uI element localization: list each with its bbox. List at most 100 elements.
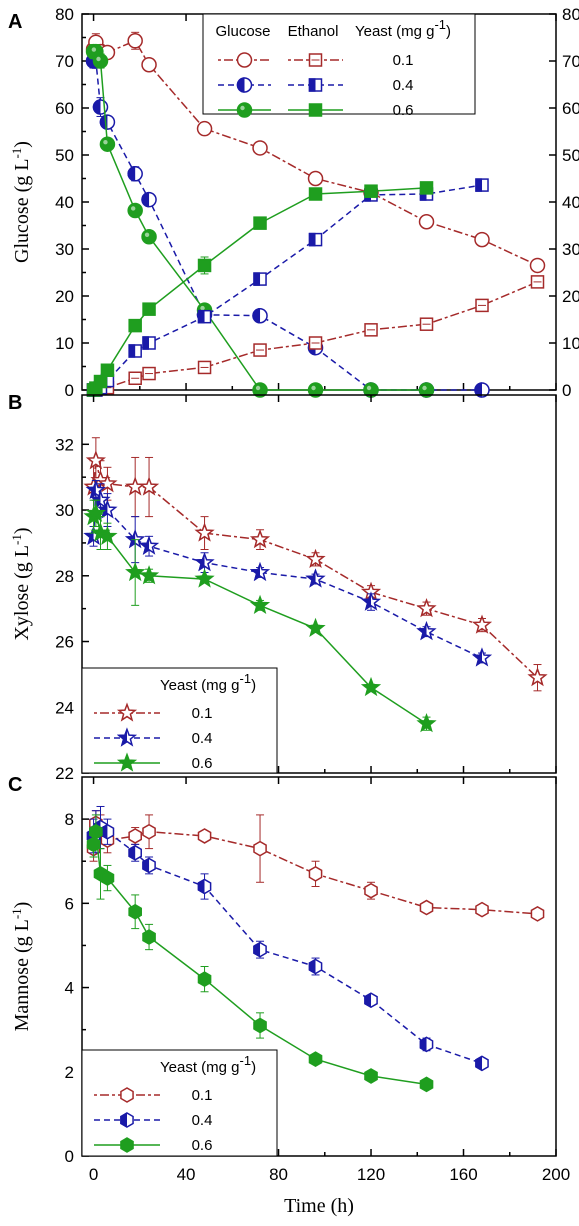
legend-marker <box>308 53 323 67</box>
series-ethanol_0.4 <box>86 178 489 397</box>
data-point <box>418 213 435 230</box>
data-point <box>419 1076 434 1093</box>
data-point <box>142 366 156 381</box>
legend-marker <box>308 103 323 117</box>
data-point <box>99 136 116 152</box>
data-point <box>308 865 323 882</box>
data-point <box>364 882 378 899</box>
y-tick-label-right: 0 <box>562 381 571 400</box>
legend-header: Yeast (mg g-1) <box>160 1053 256 1076</box>
y-axis-label: Xylose (g L-1) <box>9 527 33 640</box>
data-point <box>475 298 489 313</box>
panel-label: B <box>8 392 22 414</box>
data-point <box>85 479 106 499</box>
legend-label: 0.6 <box>393 102 414 119</box>
data-point <box>530 275 545 289</box>
x-tick-label: 160 <box>449 1165 477 1184</box>
series-line <box>93 281 538 391</box>
y-tick-label: 28 <box>55 567 74 586</box>
data-point <box>138 476 160 496</box>
legend-label: 0.4 <box>393 77 414 94</box>
data-point <box>364 184 378 198</box>
data-point <box>93 374 108 389</box>
data-point <box>100 823 115 840</box>
legend-marker <box>120 1137 134 1153</box>
legend-label: 0.4 <box>192 730 213 747</box>
legend-marker <box>120 1087 134 1103</box>
y-tick-label: 0 <box>65 1147 74 1166</box>
data-point <box>252 382 268 398</box>
plot-frame <box>81 394 557 774</box>
x-tick-label: 80 <box>269 1165 288 1184</box>
data-point <box>253 343 267 357</box>
series-xylose_0.4 <box>83 479 493 667</box>
data-point <box>99 114 116 130</box>
data-point <box>125 561 146 582</box>
series-line <box>93 184 483 391</box>
data-point <box>127 33 143 49</box>
legend: Glucose Ethanol Yeast (mg g-1) 0.1 0.4 0.6 <box>202 13 476 119</box>
legend-header: Ethanol <box>288 23 339 40</box>
data-point <box>100 363 115 378</box>
data-point <box>128 828 142 844</box>
legend-marker <box>116 752 138 772</box>
data-point <box>142 823 156 840</box>
x-tick-label: 40 <box>177 1165 196 1184</box>
y-tick-label: 60 <box>55 99 74 118</box>
y-tick-label: 8 <box>65 810 74 829</box>
data-point <box>475 901 489 918</box>
data-point <box>194 568 215 588</box>
data-point <box>128 903 142 920</box>
legend-header: Glucose <box>215 23 270 40</box>
y-tick-label: 20 <box>55 287 74 306</box>
data-point <box>252 307 268 324</box>
panel-A: A 0 0 10 10 20 20 30 30 40 40 50 50 60 60 70 70 80 80 Gluco… <box>8 5 579 400</box>
y-tick-label-right: 30 <box>562 240 579 259</box>
data-point <box>307 170 324 187</box>
y-tick-label: 50 <box>55 146 74 165</box>
y-tick-label-right: 40 <box>562 193 579 212</box>
legend-label: 0.6 <box>192 755 213 772</box>
legend-label: 0.4 <box>192 1112 213 1129</box>
x-axis-label: Time (h) <box>284 1195 354 1217</box>
legend-label: 0.1 <box>393 52 414 69</box>
legend-box <box>81 1049 278 1157</box>
data-point <box>253 216 267 230</box>
y-tick-label: 30 <box>55 501 74 520</box>
data-point <box>194 551 215 572</box>
data-point <box>474 382 490 398</box>
legend-header: Yeast (mg g-1) <box>355 17 451 40</box>
data-point <box>253 272 267 286</box>
y-tick-label-right: 60 <box>562 99 579 118</box>
legend-marker <box>236 77 253 93</box>
data-point <box>141 57 157 73</box>
y-tick-label: 0 <box>65 381 74 400</box>
data-point <box>527 667 548 687</box>
data-point <box>471 647 493 667</box>
x-tick-label: 120 <box>357 1165 385 1184</box>
series-xylose_0.1 <box>83 437 548 692</box>
data-point <box>127 166 143 182</box>
panel-label: C <box>8 774 22 796</box>
legend-marker <box>116 702 138 722</box>
y-axis-label: Glucose (g L-1) <box>9 141 33 263</box>
y-tick-label: 26 <box>55 633 74 652</box>
data-point <box>364 323 378 337</box>
y-tick-label: 70 <box>55 52 74 71</box>
y-tick-label: 32 <box>55 435 74 454</box>
legend-label: 0.1 <box>192 705 213 722</box>
data-point <box>100 870 115 886</box>
data-point <box>475 1055 489 1072</box>
data-point <box>419 1036 434 1053</box>
data-point <box>305 568 326 588</box>
data-point <box>249 594 271 614</box>
data-point <box>364 1068 378 1084</box>
data-point <box>141 191 157 208</box>
y-tick-label: 30 <box>55 240 74 259</box>
data-point <box>85 502 106 522</box>
legend-box <box>81 667 278 774</box>
y-tick-label: 24 <box>55 698 74 717</box>
data-point <box>253 941 267 958</box>
